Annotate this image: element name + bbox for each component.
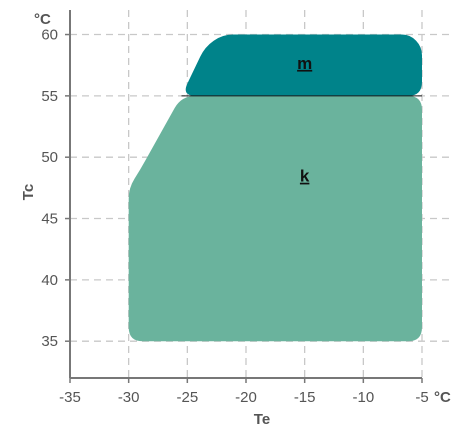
regions: km	[128, 34, 422, 342]
region-label-k: k	[300, 167, 310, 186]
x-tick-label: -5	[415, 389, 428, 406]
x-tick-label: -10	[352, 389, 374, 406]
labels: °C °C Te Tc	[20, 11, 451, 428]
y-tick-label: 50	[41, 149, 58, 166]
y-unit-label: °C	[34, 11, 51, 28]
x-tick-label: -25	[176, 389, 198, 406]
y-tick-label: 35	[41, 333, 58, 350]
y-tick-label: 40	[41, 272, 58, 289]
region-label-m: m	[297, 54, 312, 73]
y-tick-label: 45	[41, 211, 58, 228]
x-axis-label: Te	[254, 411, 270, 428]
y-tick-label: 55	[41, 88, 58, 105]
x-tick-label: -15	[294, 389, 316, 406]
region-k	[128, 95, 422, 342]
x-tick-label: -20	[235, 389, 257, 406]
ticks: -35 -30 -25 -20 -15 -10 -5 35 40 45 50 55 60	[41, 27, 428, 406]
y-axis-label: Tc	[20, 184, 37, 200]
x-tick-label: -35	[59, 389, 81, 406]
region-m	[185, 34, 422, 96]
y-tick-label: 60	[41, 27, 58, 44]
x-tick-label: -30	[118, 389, 140, 406]
x-unit-label: °C	[434, 389, 451, 406]
